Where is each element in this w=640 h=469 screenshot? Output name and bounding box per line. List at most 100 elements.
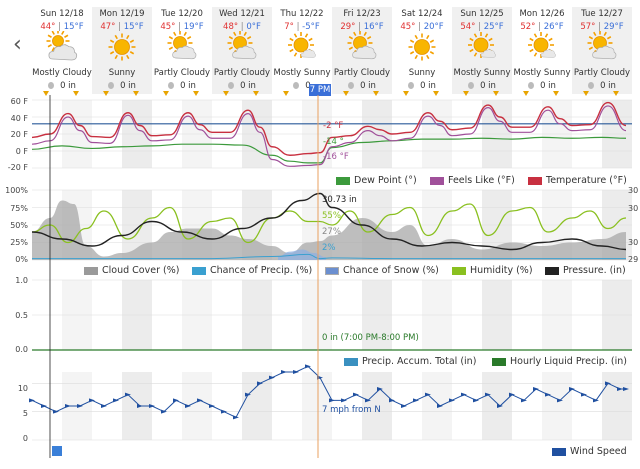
high-temp: 47°: [100, 22, 116, 32]
wind-direction-marker: [173, 398, 179, 403]
wind-direction-marker: [401, 404, 407, 408]
raindrop-icon: [108, 82, 115, 89]
day-column[interactable]: Mon 12/26 52° | 26°F Mostly Sunny 0 in: [512, 7, 572, 96]
scroll-handle[interactable]: [52, 446, 62, 456]
day-column[interactable]: Wed 12/21 48° | 0°F Partly Cloudy 0 in: [212, 7, 272, 96]
day-temps: 29° | 16°F: [332, 22, 392, 32]
temp-separator: |: [355, 22, 364, 32]
temp-ytick: 20 F: [10, 130, 28, 139]
wind-direction-marker: [485, 392, 491, 397]
raindrop-icon: [588, 82, 595, 89]
wind-direction-marker: [221, 409, 227, 414]
legend-label: Feels Like (°F): [448, 175, 515, 186]
legend-dew-point[interactable]: Dew Point (°): [336, 175, 417, 186]
high-temp: 45°: [400, 22, 416, 32]
day-column[interactable]: Mon 12/19 47° | 15°F Sunny 0 in: [92, 7, 152, 96]
mid-ytick-right: 30: [628, 204, 639, 213]
feels-like-line: [31, 105, 627, 167]
temp-ytick: -20 F: [7, 163, 28, 172]
precip-value: 0 in: [240, 81, 256, 91]
partly-cloudy-icon: [166, 30, 198, 63]
day-column[interactable]: Sat 12/24 45° | 20°F Sunny 0 in: [392, 7, 452, 96]
legend-wind-speed[interactable]: Wind Speed: [552, 446, 627, 457]
wind-direction-icon: [253, 91, 259, 96]
precip-amount: 0 in: [92, 81, 152, 91]
temp-ytick: 40 F: [10, 114, 28, 123]
temp-separator: |: [475, 22, 484, 32]
precip-value: 0 in: [480, 81, 496, 91]
day-column[interactable]: Tue 12/27 57° | 29°F Partly Cloudy 0 in: [572, 7, 632, 96]
wind-direction-marker: [305, 364, 311, 369]
wind-direction-marker: [29, 398, 35, 403]
wind-direction-marker: [461, 392, 467, 397]
condition-label: Sunny: [108, 68, 136, 78]
wind-direction-marker: [185, 404, 191, 408]
temp-separator: |: [535, 22, 544, 32]
mid-ytick-right: 29: [628, 255, 639, 264]
day-column[interactable]: Sun 12/25 54° | 25°F Mostly Sunny 0 in: [452, 7, 512, 96]
legend-humidity[interactable]: Humidity (%): [452, 265, 533, 276]
legend-hourly-liquid[interactable]: Hourly Liquid Precip. (in): [492, 356, 627, 367]
wind-direction-marker: [509, 392, 515, 397]
high-temp: 29°: [340, 22, 356, 32]
wind-direction-icon: [553, 91, 559, 96]
condition-label: Mostly Sunny: [453, 68, 511, 78]
dew-readout: -14 °: [323, 137, 344, 147]
day-date: Tue 12/20: [161, 9, 203, 19]
wind-readout: 7 mph from N: [322, 405, 381, 415]
wind-direction-marker: [533, 387, 539, 391]
wind-direction-marker: [53, 409, 59, 414]
wind-direction-marker: [245, 392, 251, 397]
legend-label: Chance of Precip. (%): [210, 265, 313, 276]
day-date: Sun 12/25: [460, 9, 504, 19]
legend-chance-precip[interactable]: Chance of Precip. (%): [192, 265, 312, 276]
condition-label: Partly Cloudy: [213, 68, 271, 78]
precip-value: 0 in: [180, 81, 196, 91]
wind-direction-marker: [425, 392, 431, 397]
wind-direction-marker: [65, 404, 71, 408]
raindrop-icon: [228, 82, 235, 89]
wind-direction-icon: [73, 91, 79, 96]
precip-chance-readout: 2%: [322, 243, 336, 253]
prev-arrow-icon[interactable]: ‹: [13, 32, 22, 57]
wind-direction-marker: [125, 392, 131, 397]
day-column[interactable]: Sun 12/18 44° | 15°F Mostly Cloudy 0 in: [32, 7, 92, 96]
wind-ytick: 0: [22, 434, 28, 443]
precip-readout: 0 in (7:00 PM-8:00 PM): [322, 333, 419, 343]
raindrop-icon: [168, 82, 175, 89]
sunny-icon: [106, 31, 138, 63]
day-column[interactable]: Tue 12/20 45° | 19°F Partly Cloudy 0 in: [152, 7, 212, 96]
legend-precip-accum[interactable]: Precip. Accum. Total (in): [344, 356, 476, 367]
wind-direction-marker: [281, 370, 287, 374]
legend-pressure[interactable]: Pressure. (in): [545, 265, 626, 276]
legend-feels-like[interactable]: Feels Like (°F): [430, 175, 515, 186]
legend-temperature[interactable]: Temperature (°F): [528, 175, 627, 186]
low-temp: 15°F: [123, 22, 144, 32]
legend-chance-snow[interactable]: Chance of Snow (%): [325, 265, 439, 276]
wind-direction-marker: [41, 404, 47, 408]
dew-point-line: [31, 136, 627, 164]
sunny-icon: [406, 31, 438, 63]
low-temp: 20°F: [423, 22, 444, 32]
temp-separator: |: [175, 22, 184, 32]
day-column[interactable]: Fri 12/23 29° | 16°F Partly Cloudy 0 in: [332, 7, 392, 96]
day-date: Sat 12/24: [401, 9, 443, 19]
wind-direction-marker: [233, 415, 239, 420]
low-temp: 29°F: [603, 22, 624, 32]
wind-direction-marker: [161, 409, 167, 414]
wind-direction-icon: [103, 91, 109, 96]
pressure-line: [31, 192, 627, 251]
temp-ytick: 60 F: [10, 97, 28, 106]
legend-cloud-cover[interactable]: Cloud Cover (%): [84, 265, 179, 276]
mid-ytick-right: 30: [628, 238, 639, 247]
wind-direction-marker: [593, 398, 599, 403]
wind-direction-marker: [101, 404, 107, 408]
wind-panel-night-band: [542, 372, 572, 440]
wind-direction-marker: [353, 392, 359, 397]
wind-direction-marker: [341, 398, 347, 403]
day-column[interactable]: Thu 12/22 7° | -5°F Mostly Sunny 0: [272, 7, 332, 96]
raindrop-icon: [48, 82, 55, 89]
low-temp: -5°F: [302, 22, 320, 32]
wind-direction-icon: [133, 91, 139, 96]
